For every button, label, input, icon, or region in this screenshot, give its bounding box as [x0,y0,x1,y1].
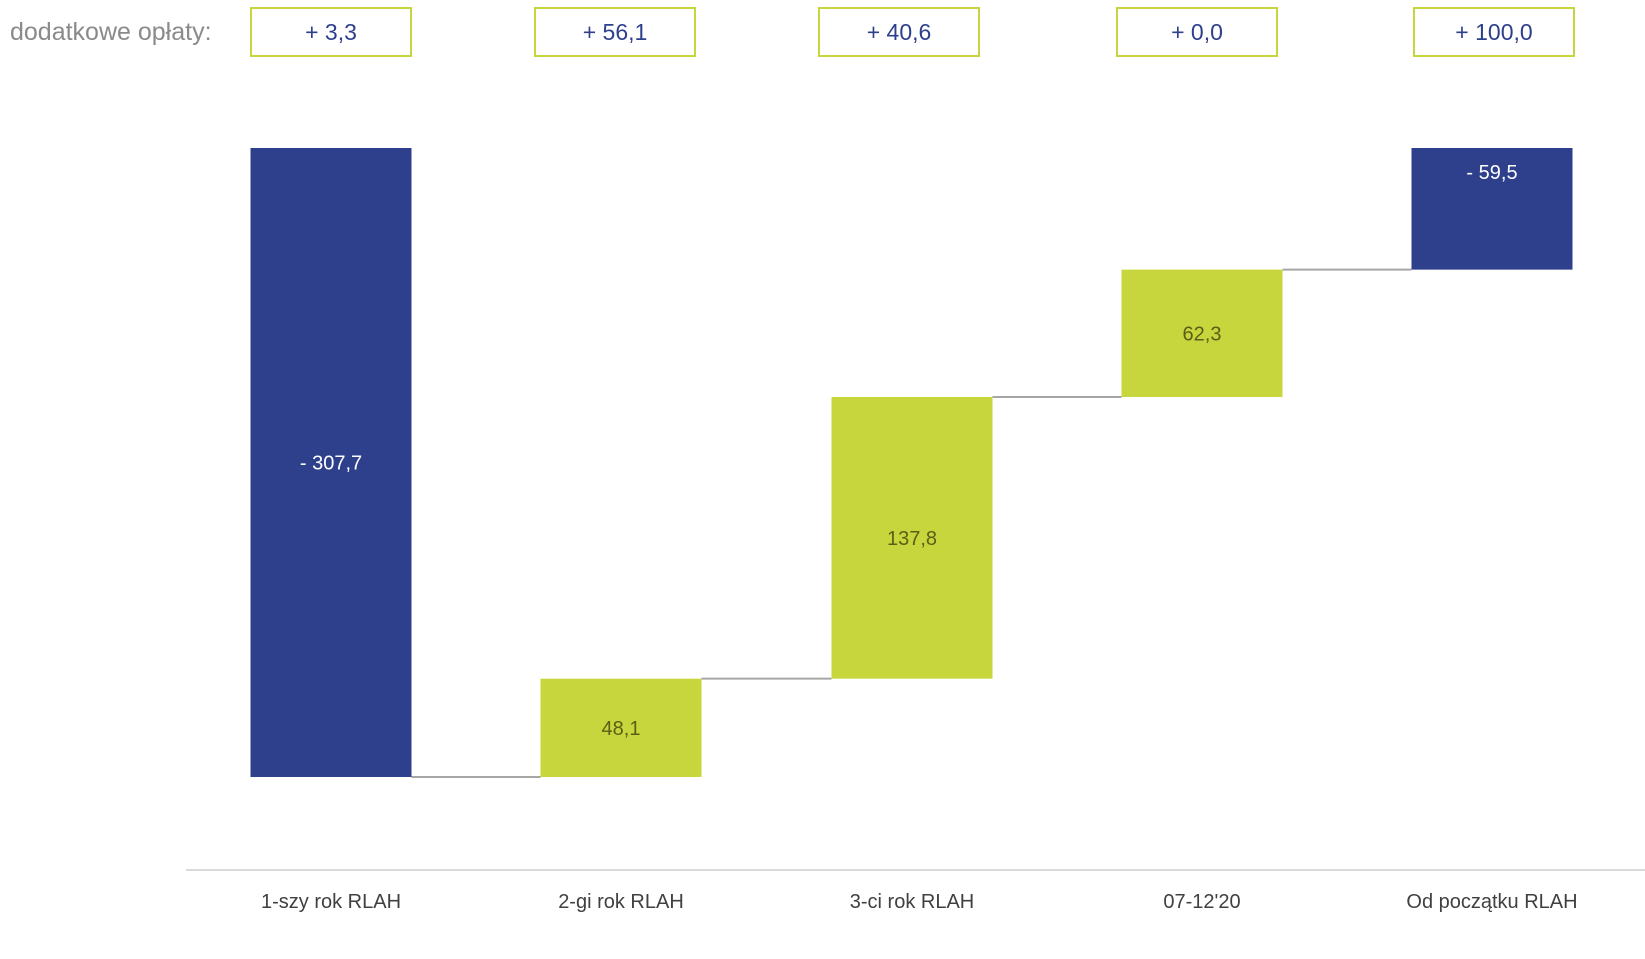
fee-box-5: + 100,0 [1413,7,1575,57]
fee-box-2: + 56,1 [534,7,696,57]
bar-value-label: 48,1 [602,718,641,740]
bar-value-label: - 59,5 [1466,162,1517,184]
fee-box-1: + 3,3 [250,7,412,57]
x-tick-label: 07-12'20 [1163,891,1240,913]
bar-5 [1411,148,1573,270]
x-tick-label: 2-gi rok RLAH [558,891,684,913]
bar-2 [540,678,702,777]
fee-box-4: + 0,0 [1116,7,1278,57]
x-tick-label: Od początku RLAH [1406,891,1577,913]
x-tick-label: 1-szy rok RLAH [261,891,401,913]
bar-value-label: 62,3 [1183,323,1222,345]
bar-1 [250,148,412,777]
bar-3 [831,396,993,679]
x-tick-label: 3-ci rok RLAH [850,891,974,913]
fee-box-3: + 40,6 [818,7,980,57]
bar-value-label: 137,8 [887,528,937,550]
bar-value-label: - 307,7 [300,453,362,475]
bar-4 [1121,269,1283,397]
additional-fees-label: dodatkowe opłaty: [10,18,212,46]
